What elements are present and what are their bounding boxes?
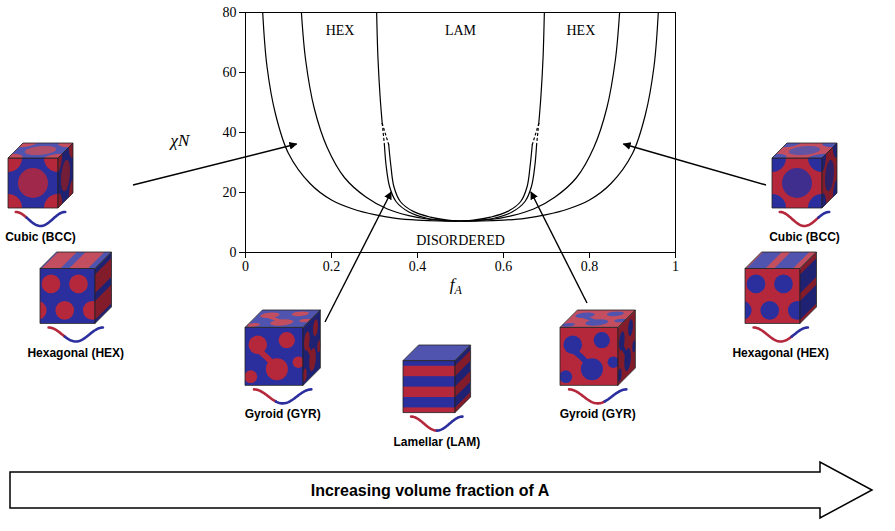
svg-text:0.4: 0.4: [409, 259, 427, 274]
svg-text:LAM: LAM: [445, 23, 477, 38]
svg-text:χN: χN: [169, 131, 191, 150]
svg-text:Lamellar (LAM): Lamellar (LAM): [393, 435, 480, 449]
svg-text:Increasing volume fraction of: Increasing volume fraction of A: [311, 482, 550, 499]
svg-text:Gyroid (GYR): Gyroid (GYR): [560, 407, 636, 421]
svg-text:40: 40: [223, 125, 237, 140]
svg-text:fA: fA: [450, 275, 463, 297]
svg-text:DISORDERED: DISORDERED: [416, 233, 505, 248]
svg-text:HEX: HEX: [326, 23, 355, 38]
svg-text:Hexagonal (HEX): Hexagonal (HEX): [27, 346, 124, 360]
svg-text:Hexagonal (HEX): Hexagonal (HEX): [732, 346, 829, 360]
svg-text:Cubic (BCC): Cubic (BCC): [769, 230, 840, 244]
svg-text:0.6: 0.6: [495, 259, 513, 274]
svg-text:Gyroid (GYR): Gyroid (GYR): [245, 407, 321, 421]
svg-text:HEX: HEX: [567, 23, 596, 38]
svg-text:0: 0: [230, 245, 237, 260]
svg-text:0: 0: [242, 259, 249, 274]
svg-text:20: 20: [223, 185, 237, 200]
svg-text:60: 60: [223, 65, 237, 80]
svg-text:Cubic (BCC): Cubic (BCC): [5, 230, 76, 244]
svg-text:0.2: 0.2: [323, 259, 341, 274]
svg-text:1: 1: [672, 259, 679, 274]
svg-text:0.8: 0.8: [581, 259, 599, 274]
svg-text:80: 80: [223, 5, 237, 20]
